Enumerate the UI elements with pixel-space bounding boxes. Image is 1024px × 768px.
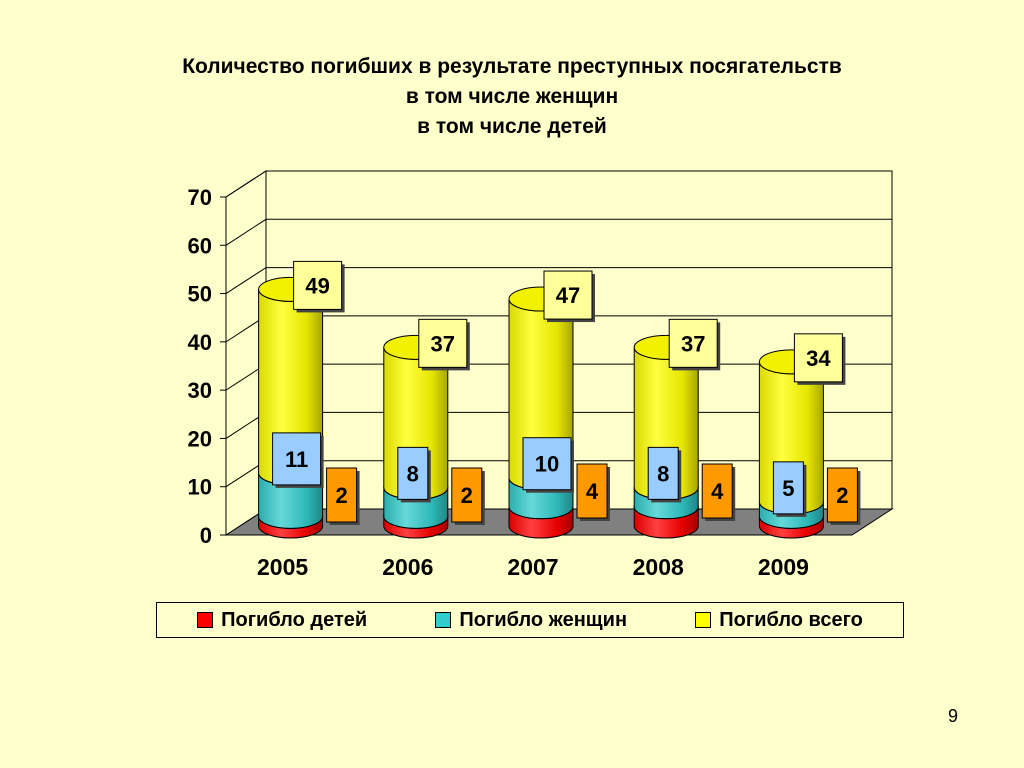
legend-item-women: Погибло женщин bbox=[435, 609, 627, 632]
y-tick-label: 10 bbox=[188, 475, 212, 500]
legend-item-children: Погибло детей bbox=[197, 609, 367, 632]
data-label-children-2007: 4 bbox=[586, 479, 599, 504]
data-label-total-2005: 49 bbox=[305, 273, 329, 298]
chart-legend: Погибло детей Погибло женщин Погибло все… bbox=[156, 602, 904, 638]
data-label-women-2008: 8 bbox=[657, 461, 669, 486]
page-number: 9 bbox=[948, 706, 959, 726]
data-label-women-2006-box bbox=[397, 446, 429, 500]
legend-swatch-total bbox=[695, 612, 712, 628]
x-tick-label: 2009 bbox=[758, 554, 809, 580]
data-label-total-2009: 34 bbox=[806, 346, 831, 371]
bar-chart: 0 10 20 30 40 50 60 70 2005 49 11 2 2006 37 8 2 2007 47 10… bbox=[188, 170, 894, 580]
x-tick-label: 2008 bbox=[633, 554, 684, 580]
x-tick-label: 2006 bbox=[382, 554, 433, 580]
data-label-children-2008: 4 bbox=[711, 479, 724, 504]
data-label-women-2009-box bbox=[772, 461, 804, 515]
data-label-children-2007-box bbox=[576, 463, 608, 519]
data-label-total-2006: 37 bbox=[431, 331, 455, 356]
y-tick-label: 70 bbox=[188, 185, 212, 210]
legend-swatch-children bbox=[197, 612, 214, 628]
title-line-2: в том числе женщин bbox=[405, 85, 619, 108]
x-tick-label: 2005 bbox=[257, 554, 308, 580]
data-label-children-2006: 2 bbox=[461, 483, 473, 508]
title-line-1: Количество погибших в результате преступ… bbox=[182, 55, 842, 78]
data-label-women-2005-box bbox=[272, 432, 322, 486]
title-line-3: в том числе детей bbox=[417, 115, 607, 138]
legend-label-women: Погибло женщин bbox=[459, 608, 628, 631]
legend-label-children: Погибло детей bbox=[221, 608, 368, 631]
data-label-total-2007-box bbox=[543, 270, 593, 320]
data-label-total-2006-box bbox=[418, 318, 468, 368]
legend-item-total: Погибло всего bbox=[695, 609, 863, 632]
data-label-women-2007-box bbox=[522, 437, 572, 491]
data-label-total-2009-box bbox=[793, 333, 843, 383]
data-label-total-2008: 37 bbox=[681, 331, 705, 356]
data-label-women-2005: 11 bbox=[285, 447, 308, 472]
data-label-women-2007: 10 bbox=[535, 452, 559, 477]
data-label-children-2008-box bbox=[701, 463, 733, 519]
data-label-total-2007: 47 bbox=[556, 283, 580, 308]
data-label-total-2008-box bbox=[668, 318, 718, 368]
y-tick-label: 60 bbox=[188, 233, 212, 258]
y-tick-label: 30 bbox=[188, 378, 212, 403]
y-tick-label: 50 bbox=[188, 282, 212, 307]
data-label-children-2005: 2 bbox=[335, 483, 347, 508]
data-label-children-2009-box bbox=[826, 467, 858, 523]
data-label-children-2006-box bbox=[451, 467, 483, 523]
gridline bbox=[225, 170, 892, 198]
data-label-total-2005-box bbox=[293, 260, 343, 310]
gridline bbox=[225, 218, 892, 246]
x-tick-label: 2007 bbox=[507, 554, 558, 580]
legend-label-total: Погибло всего bbox=[719, 608, 863, 631]
chart-title: Количество погибших в результате преступ… bbox=[0, 52, 1024, 142]
data-label-children-2005-box bbox=[326, 467, 358, 523]
legend-swatch-women bbox=[435, 612, 452, 628]
y-tick-label: 40 bbox=[188, 330, 212, 355]
data-label-children-2009: 2 bbox=[836, 483, 848, 508]
data-label-women-2006: 8 bbox=[407, 461, 419, 486]
data-label-women-2009: 5 bbox=[782, 476, 794, 501]
y-tick-label: 0 bbox=[200, 523, 212, 548]
gridline bbox=[225, 267, 892, 294]
data-label-women-2008-box bbox=[647, 446, 679, 500]
y-tick-label: 20 bbox=[188, 426, 212, 451]
